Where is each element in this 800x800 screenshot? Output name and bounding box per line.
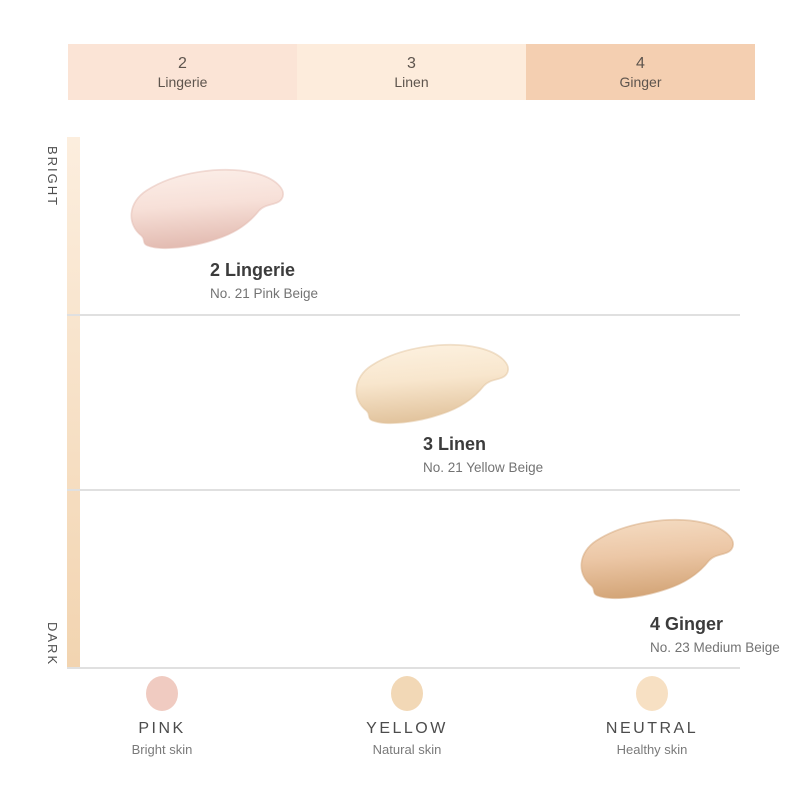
header-cell-lingerie: 2 Lingerie xyxy=(68,44,297,100)
header-name: Ginger xyxy=(619,73,662,90)
legend-tone: PINK xyxy=(138,720,186,737)
header-cell-linen: 3 Linen xyxy=(297,44,526,100)
shade-subtitle: No. 21 Yellow Beige xyxy=(423,459,544,475)
header-name: Linen xyxy=(394,73,429,90)
shade-name: 2 Lingerie xyxy=(210,260,296,280)
header-number: 4 xyxy=(636,54,645,72)
header-cell-ginger: 4 Ginger xyxy=(526,44,755,100)
header-number: 3 xyxy=(407,54,416,72)
legend-desc: Natural skin xyxy=(372,742,442,757)
axis-label-bright: BRIGHT xyxy=(45,146,60,208)
row-divider xyxy=(67,314,740,316)
yellow-tone-dot xyxy=(391,676,423,711)
axis-label-dark: DARK xyxy=(45,622,60,667)
shade-subtitle: No. 23 Medium Beige xyxy=(650,639,780,655)
legend-tone: YELLOW xyxy=(366,720,448,737)
shade-name: 4 Ginger xyxy=(650,614,724,634)
shade-caption-ginger: 4 Ginger No. 23 Medium Beige xyxy=(650,614,780,656)
legend-item-pink: PINK Bright skin xyxy=(62,676,262,757)
brightness-axis-strip xyxy=(67,137,80,668)
row-divider xyxy=(67,489,740,491)
swatch-smear-ginger xyxy=(580,518,734,600)
neutral-tone-dot xyxy=(636,676,668,711)
shade-caption-lingerie: 2 Lingerie No. 21 Pink Beige xyxy=(210,260,318,302)
swatch-smear-linen xyxy=(355,343,509,425)
legend-item-yellow: YELLOW Natural skin xyxy=(307,676,507,757)
shade-caption-linen: 3 Linen No. 21 Yellow Beige xyxy=(423,434,543,476)
row-divider xyxy=(67,667,740,669)
shade-subtitle: No. 21 Pink Beige xyxy=(210,285,319,301)
legend-tone: NEUTRAL xyxy=(605,720,699,737)
shade-name: 3 Linen xyxy=(423,434,487,454)
header-name: Lingerie xyxy=(157,73,208,90)
header-number: 2 xyxy=(178,54,187,72)
legend-desc: Healthy skin xyxy=(616,742,688,757)
legend-item-neutral: NEUTRAL Healthy skin xyxy=(552,676,752,757)
pink-tone-dot xyxy=(146,676,178,711)
swatch-smear-lingerie xyxy=(130,168,284,250)
legend-desc: Bright skin xyxy=(131,742,193,757)
